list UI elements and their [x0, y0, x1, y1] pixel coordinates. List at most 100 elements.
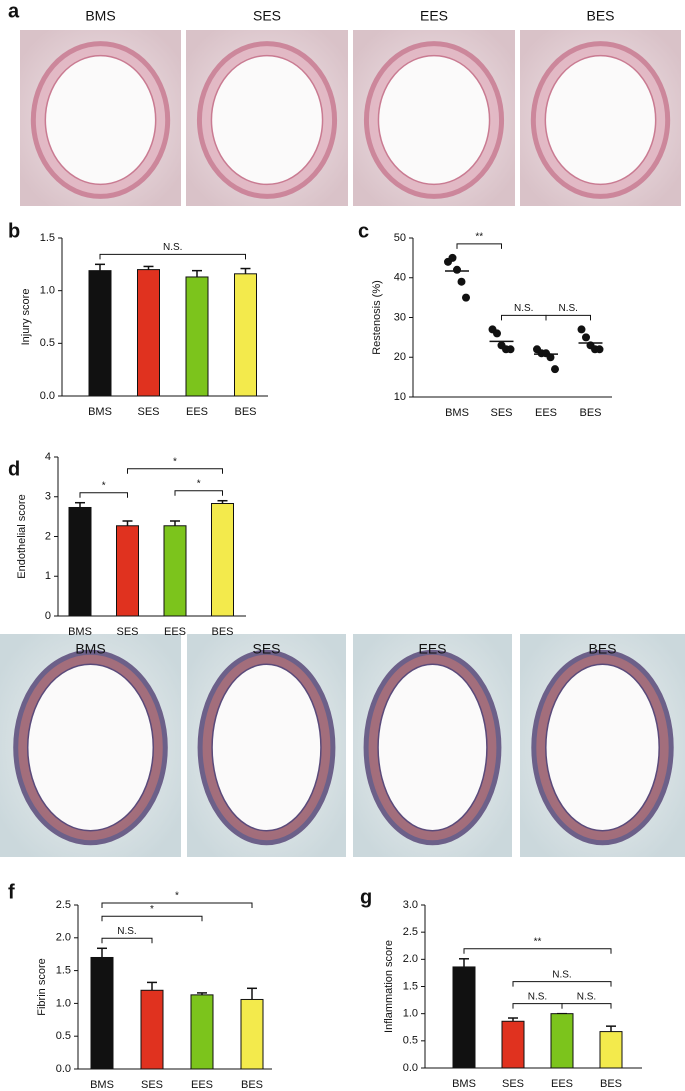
panel-label: a: [8, 0, 20, 22]
significance-label: N.S.: [559, 303, 578, 314]
panel-label: f: [8, 881, 15, 903]
y-tick-label: 1.0: [40, 285, 55, 297]
x-tick-label: EES: [186, 406, 208, 418]
significance-bracket: [512, 1003, 563, 1009]
x-tick-label: SES: [490, 407, 512, 419]
panel-label: g: [360, 886, 372, 908]
significance-bracket: [174, 490, 223, 496]
data-point: [546, 353, 555, 362]
data-point: [448, 253, 457, 262]
data-point: [506, 345, 515, 354]
bar: [68, 506, 92, 617]
image-title: EES: [420, 8, 448, 24]
bar: [140, 989, 164, 1070]
y-tick-label: 4: [45, 451, 51, 463]
bar: [116, 525, 139, 617]
x-tick-label: BMS: [445, 407, 469, 419]
y-tick-label: 2.0: [56, 932, 71, 944]
significance-label: N.S.: [117, 926, 136, 937]
y-tick-label: 10: [394, 391, 406, 403]
data-point: [551, 365, 559, 374]
y-axis-label: Injury score: [20, 289, 32, 346]
significance-bracket: [456, 243, 502, 249]
y-tick-label: 20: [394, 351, 406, 363]
lumen: [377, 54, 491, 186]
bar: [234, 273, 257, 397]
y-tick-label: 3: [45, 491, 51, 503]
significance-label: **: [475, 232, 483, 243]
x-tick-label: BMS: [68, 626, 92, 638]
y-axis-label: Fibrin score: [36, 958, 48, 1015]
y-tick-label: 50: [394, 232, 406, 244]
image-title: BES: [588, 641, 616, 657]
significance-label: **: [534, 936, 542, 947]
significance-bracket: [79, 492, 128, 498]
x-tick-label: BES: [211, 626, 233, 638]
x-tick-label: BES: [234, 406, 256, 418]
image-title: EES: [418, 641, 446, 657]
bar: [550, 1013, 574, 1069]
significance-label: *: [175, 891, 179, 902]
lumen: [211, 663, 322, 832]
y-tick-label: 2: [45, 530, 51, 542]
y-tick-label: 2.0: [403, 953, 418, 965]
y-tick-label: 3.0: [403, 899, 418, 911]
significance-label: N.S.: [552, 969, 571, 980]
significance-label: *: [102, 480, 106, 491]
x-tick-label: BMS: [88, 406, 112, 418]
significance-label: N.S.: [577, 991, 596, 1002]
data-point: [595, 345, 604, 354]
y-tick-label: 0: [45, 610, 51, 622]
significance-label: *: [150, 904, 154, 915]
y-tick-label: 0.5: [403, 1035, 418, 1047]
significance-bracket: [101, 902, 253, 908]
bar: [501, 1020, 525, 1069]
y-tick-label: 1.0: [403, 1008, 418, 1020]
panel-label: b: [8, 220, 20, 242]
lumen: [377, 663, 488, 832]
bar: [190, 994, 214, 1070]
y-tick-label: 0.0: [56, 1063, 71, 1075]
x-tick-label: BMS: [90, 1079, 114, 1091]
image-title: BMS: [75, 641, 105, 657]
significance-bracket: [127, 468, 223, 474]
significance-bracket: [512, 981, 612, 987]
lumen: [545, 663, 660, 832]
lumen: [26, 663, 155, 832]
y-tick-label: 30: [394, 311, 406, 323]
lumen: [210, 54, 324, 186]
significance-bracket: [545, 314, 591, 321]
x-tick-label: BES: [241, 1079, 263, 1091]
image-title: SES: [252, 641, 280, 657]
bar: [90, 956, 114, 1070]
significance-label: N.S.: [514, 303, 533, 314]
bar: [211, 503, 234, 617]
bar: [240, 998, 264, 1070]
x-tick-label: BES: [600, 1078, 622, 1090]
x-tick-label: EES: [191, 1079, 213, 1091]
lumen: [44, 54, 157, 186]
bar: [185, 276, 209, 397]
y-axis-label: Inflammation score: [383, 940, 395, 1033]
y-tick-label: 1.5: [403, 980, 418, 992]
y-tick-label: 0.0: [40, 390, 55, 402]
x-tick-label: SES: [141, 1079, 163, 1091]
data-point: [577, 325, 586, 334]
y-tick-label: 0.5: [56, 1030, 71, 1042]
significance-label: *: [197, 478, 201, 489]
image-title: SES: [253, 8, 281, 24]
bar: [599, 1031, 623, 1069]
y-tick-label: 0.5: [40, 337, 55, 349]
image-title: BES: [586, 8, 614, 24]
data-point: [582, 333, 590, 342]
significance-label: N.S.: [163, 242, 182, 253]
panel-label: d: [8, 458, 20, 480]
bar: [452, 966, 476, 1069]
bar: [88, 270, 112, 397]
significance-label: N.S.: [528, 991, 547, 1002]
bar: [137, 269, 160, 397]
x-tick-label: EES: [164, 626, 186, 638]
y-tick-label: 1.5: [40, 232, 55, 244]
